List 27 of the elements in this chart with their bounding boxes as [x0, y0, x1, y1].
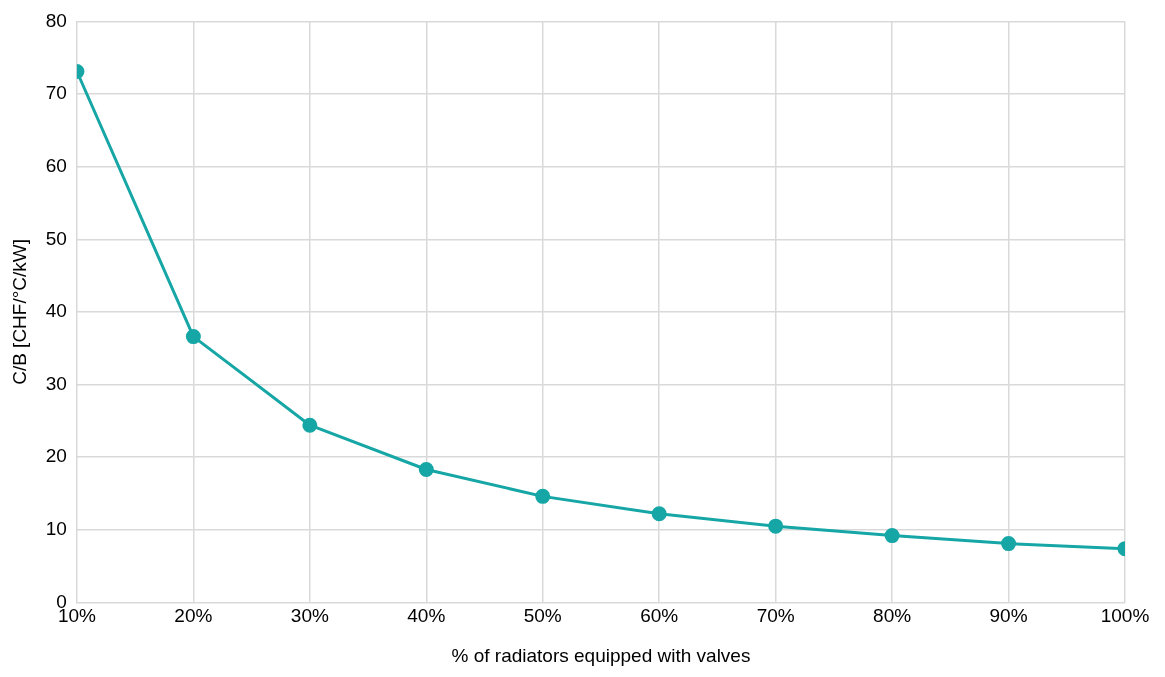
y-tick-label: 10 — [45, 518, 67, 540]
x-tick-label: 80% — [873, 605, 912, 627]
point — [185, 329, 201, 345]
point — [1001, 536, 1017, 552]
y-tick-label: 40 — [45, 300, 67, 322]
point — [302, 417, 318, 433]
x-tick-label: 30% — [290, 605, 329, 627]
point — [768, 518, 784, 534]
x-tick-label: 50% — [523, 605, 562, 627]
x-tick-label: 20% — [174, 605, 213, 627]
point — [535, 488, 551, 504]
y-tick-label: 50 — [45, 227, 67, 249]
x-tick-label: 100% — [1100, 605, 1150, 627]
x-axis-title: % of radiators equipped with valves — [451, 644, 751, 666]
x-tick-label: 40% — [407, 605, 446, 627]
x-tick-label: 60% — [640, 605, 679, 627]
y-tick-label: 60 — [45, 154, 67, 176]
y-tick-label: 30 — [45, 372, 67, 394]
y-tick-label: 70 — [45, 82, 67, 104]
point — [884, 528, 900, 544]
x-tick-label: 90% — [989, 605, 1028, 627]
y-axis-title: C/B [CHF/°C/kW] — [8, 238, 30, 385]
point — [418, 462, 434, 477]
y-tick-label: 80 — [45, 9, 67, 31]
point — [651, 506, 667, 522]
y-tick-label: 20 — [45, 445, 67, 467]
x-tick-label: 70% — [756, 605, 795, 627]
